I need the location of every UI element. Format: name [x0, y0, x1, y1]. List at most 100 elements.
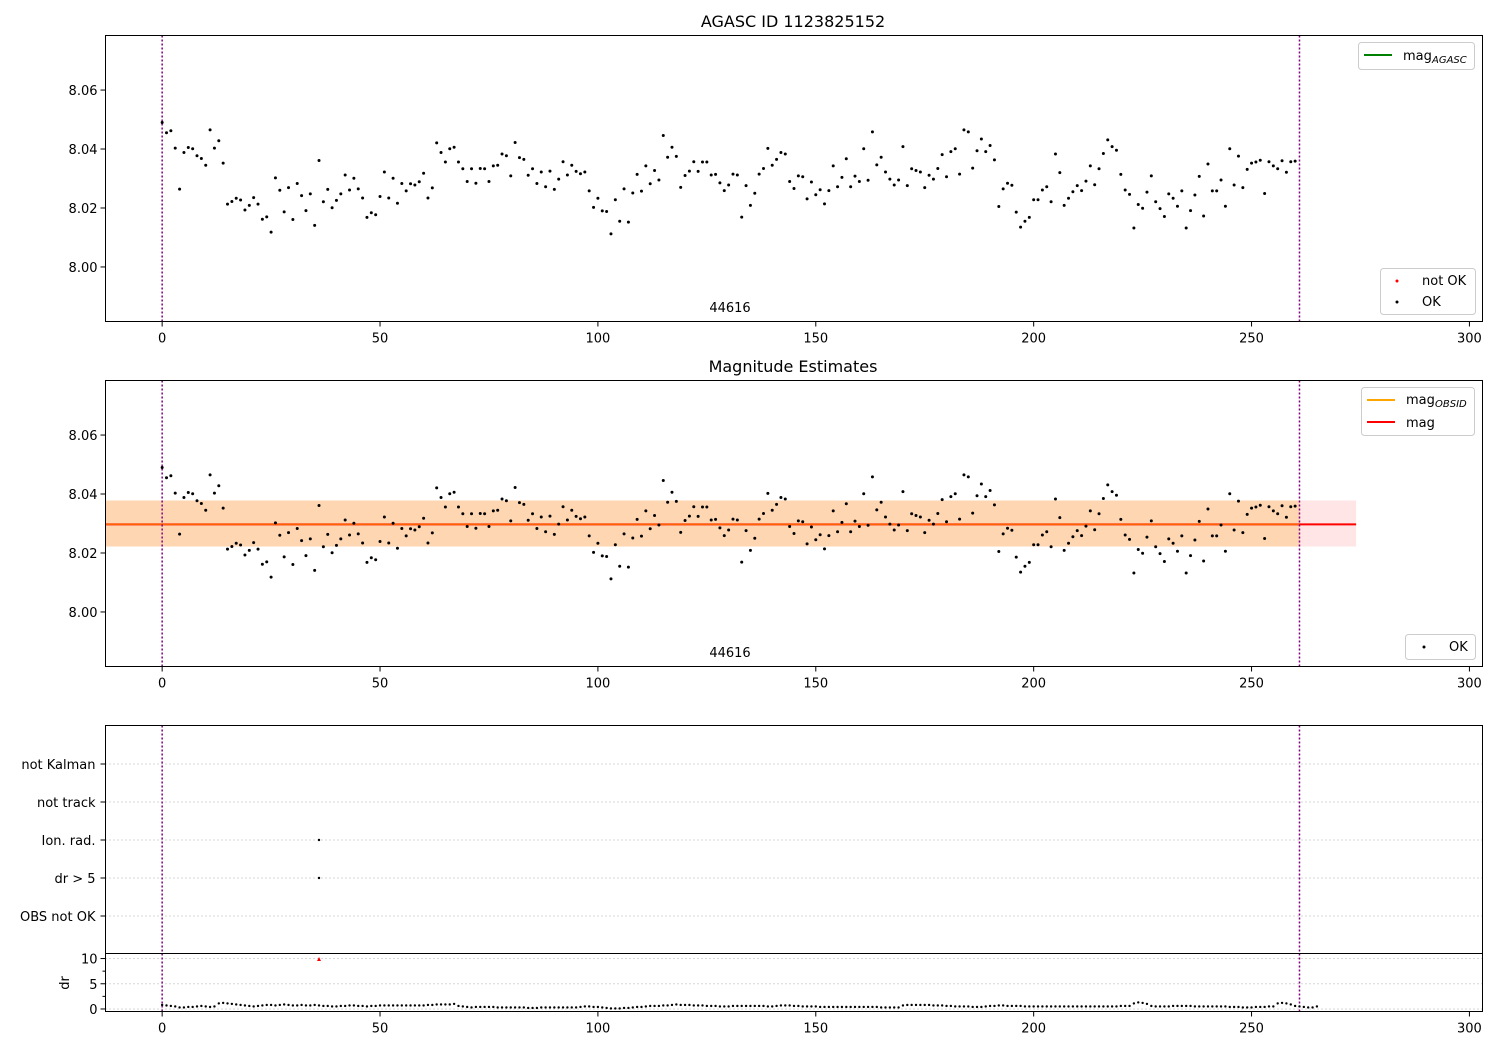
p1-ok-point [766, 146, 770, 150]
dr-point [1206, 1005, 1210, 1008]
p1-ok-point [1197, 174, 1201, 178]
dr-point [544, 1006, 547, 1009]
legend-label-mag-obsid: mag [1406, 393, 1435, 408]
dr-point [239, 1003, 242, 1007]
dr-point [1276, 1002, 1279, 1005]
p2-ok-point [1067, 541, 1071, 545]
dr-point [670, 1003, 674, 1007]
p1-ok-point [313, 223, 317, 227]
p1-ok-point [191, 147, 195, 151]
p1-ok-point [670, 145, 674, 149]
p1-ok-point [343, 173, 347, 177]
p2-ok-point [971, 511, 975, 515]
dr-point [200, 1004, 203, 1008]
dr-point [1259, 1005, 1262, 1009]
p1-ok-point [862, 147, 866, 151]
dr-point [465, 1005, 469, 1009]
p2-ok-point [1175, 549, 1179, 553]
p1-ok-point [761, 166, 765, 170]
p2-ok-point [884, 515, 888, 519]
dr-point [396, 1004, 399, 1007]
p1-ok-point [513, 141, 517, 145]
dr-point [526, 1006, 530, 1010]
p2-ok-point [583, 515, 587, 519]
dr-point [1189, 1004, 1192, 1008]
dr-point [1097, 1005, 1101, 1008]
dr-point [640, 1005, 643, 1009]
p1-xtick-label-100: 100 [585, 332, 610, 347]
p1-ok-point [578, 172, 582, 176]
p2-ok-point [783, 497, 787, 501]
p2-ok-point [526, 518, 530, 522]
p1-ok-point [204, 163, 208, 167]
p1-ok-point [300, 194, 304, 198]
p1-ok-point [1254, 160, 1258, 164]
p1-ok-point [1027, 215, 1031, 219]
p2-ok-point [827, 534, 831, 538]
p2-ok-point [840, 520, 844, 524]
p1-ok-point [378, 194, 382, 198]
p2-ok-point [260, 562, 264, 566]
dr-point [553, 1006, 556, 1009]
p1-ok-point [910, 167, 914, 171]
dr-point [1163, 1005, 1166, 1008]
p2-ok-point [596, 541, 600, 545]
p1-ok-point [1110, 145, 1114, 149]
p2-ok-point [657, 523, 661, 527]
dr-point [174, 1005, 177, 1008]
p1-ok-point [931, 177, 935, 181]
p2-ok-point [1223, 549, 1227, 553]
p2-ok-point [535, 527, 539, 531]
dr-point [862, 1005, 865, 1009]
p2-ok-point [1289, 505, 1293, 509]
p2-ok-point [470, 512, 474, 516]
p4-xtick-label-300: 300 [1457, 1022, 1482, 1037]
p1-ok-point [491, 164, 495, 168]
p2-ok-point [875, 508, 879, 512]
dr-point [509, 1006, 512, 1009]
dr-point [300, 1003, 303, 1007]
p2-ok-point [648, 527, 652, 531]
p2-ok-point [1101, 496, 1105, 500]
dr-point [810, 1005, 813, 1008]
p1-ok-point [239, 198, 243, 202]
dr-point [893, 1006, 896, 1009]
p2-ok-point [1093, 528, 1097, 532]
p2-ok-point [674, 499, 678, 503]
dr-point [814, 1005, 817, 1008]
p1-ok-point [517, 156, 521, 160]
legend-subscript-obsid: OBSID [1435, 399, 1467, 410]
p2-ok-point [1245, 512, 1249, 516]
dr-point [801, 1005, 804, 1008]
legend-label-ok: OK [1422, 295, 1441, 310]
dr-point [1280, 1001, 1284, 1005]
dr-point [265, 1003, 268, 1007]
dr-point [1062, 1005, 1066, 1008]
p1-ok-point [600, 209, 604, 213]
p1-ok-point [339, 192, 343, 196]
dr-point [1263, 1005, 1266, 1009]
p2-ok-point [409, 527, 413, 531]
dr-point [749, 1004, 752, 1008]
p2-ok-point [478, 511, 482, 515]
legend-label-ok-2: OK [1449, 640, 1468, 655]
p1-ok-point [1093, 183, 1097, 187]
p2-ok-point [513, 486, 517, 490]
p2-ok-point [1010, 528, 1014, 532]
p1-ok-point [1210, 189, 1214, 193]
p1-ok-point [648, 182, 652, 186]
legend-ok-2: OK [1405, 634, 1476, 660]
p2-ok-point [740, 560, 744, 564]
obsid-label-2: 44616 [709, 646, 750, 661]
p4-xtick-label-100: 100 [585, 1022, 610, 1037]
p2-ok-point [217, 484, 221, 488]
dr-point [1128, 1004, 1131, 1008]
dr-point [858, 1005, 861, 1009]
dr-point [230, 1002, 234, 1006]
dr-point [1228, 1005, 1231, 1009]
dr-point [187, 1005, 190, 1009]
dr-point [1211, 1005, 1214, 1008]
p1-ok-point [413, 183, 417, 187]
p2-ok-point [387, 541, 391, 545]
dr-point [1289, 1003, 1292, 1006]
